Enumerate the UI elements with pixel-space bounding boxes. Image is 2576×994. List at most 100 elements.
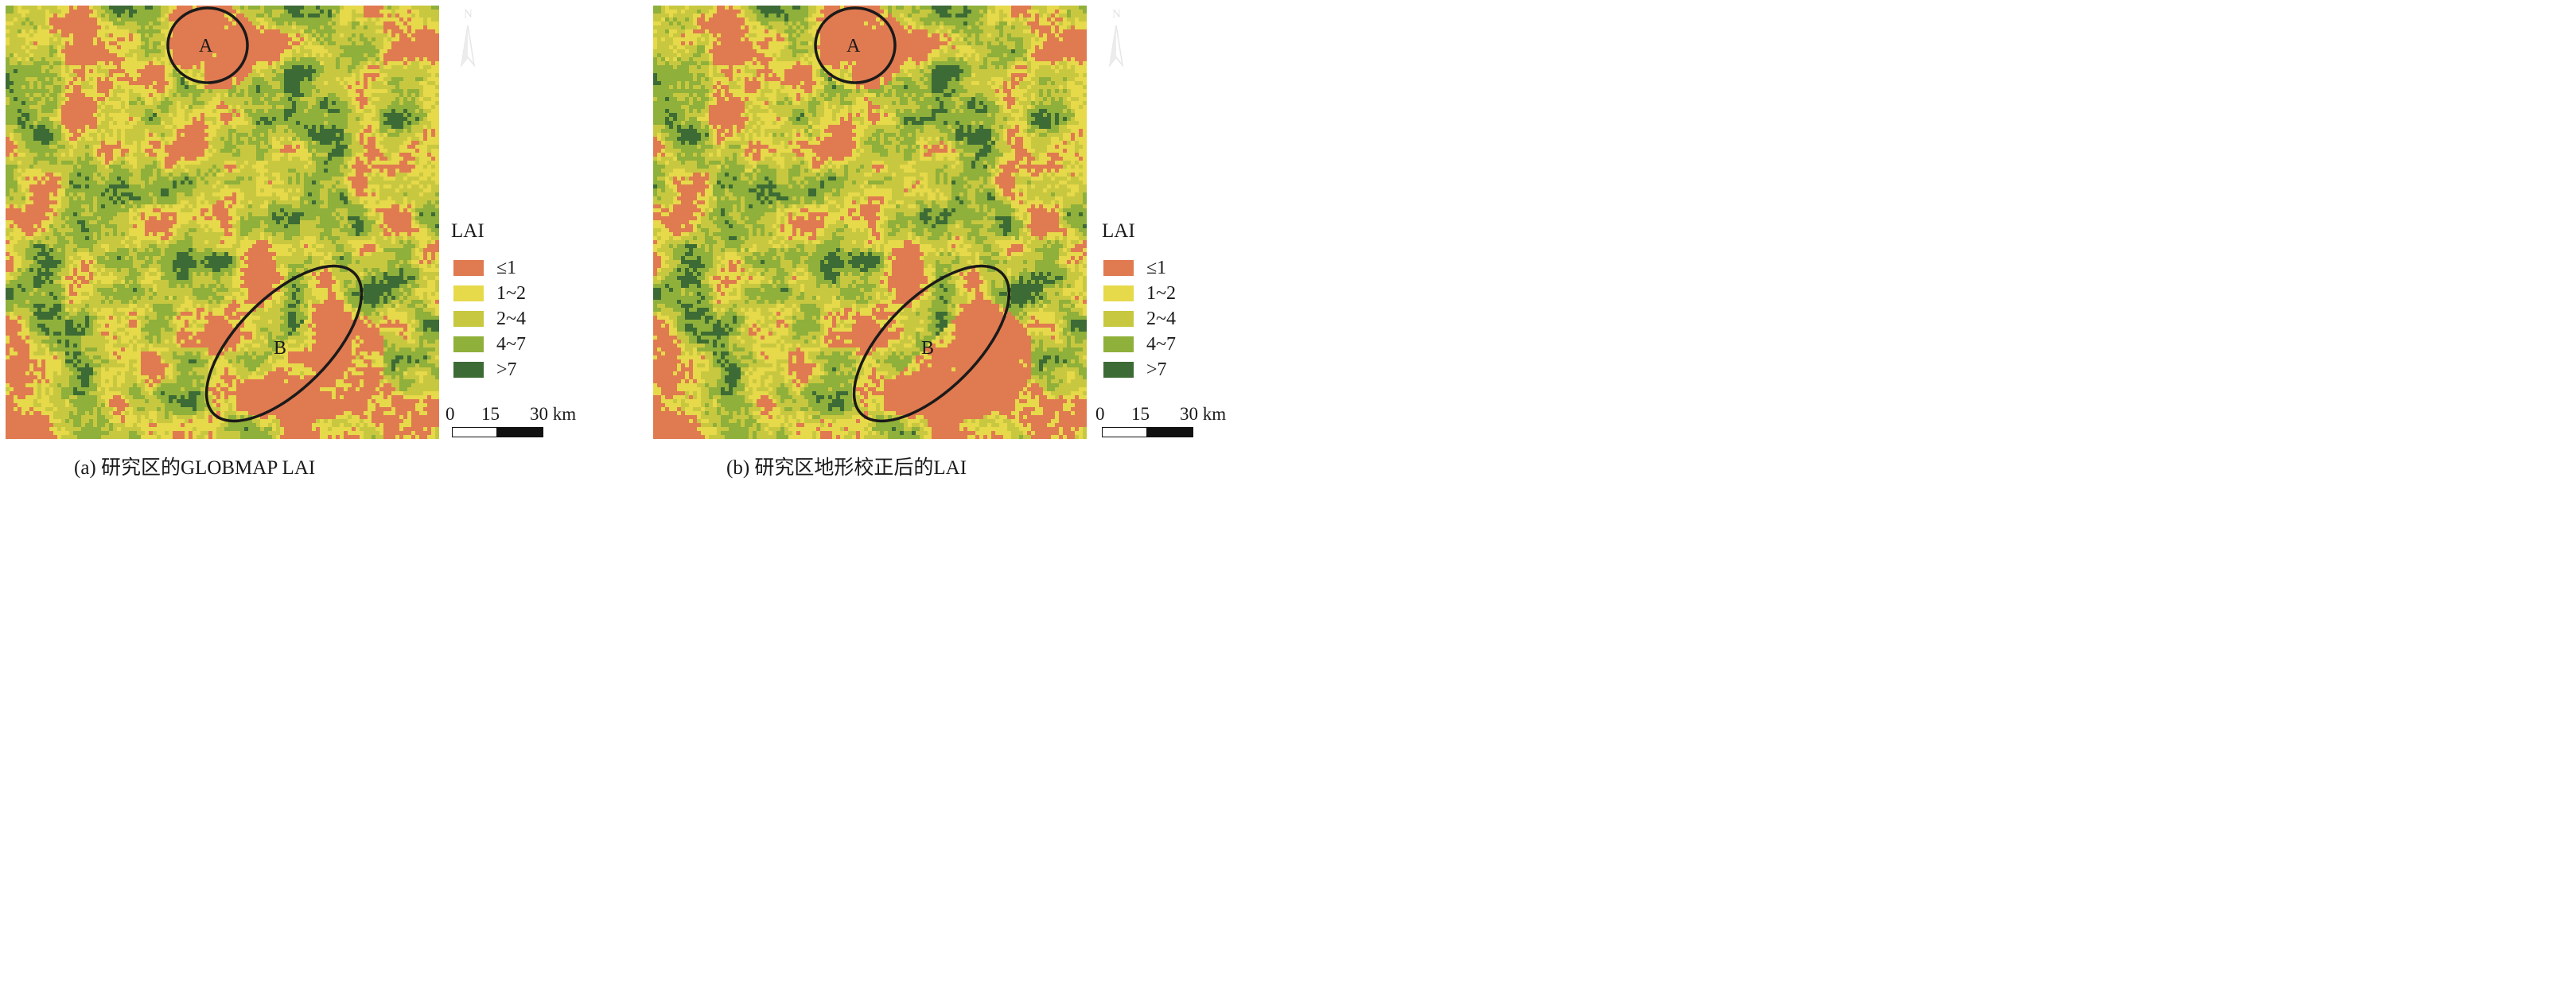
raster-cell <box>204 161 208 165</box>
raster-cell <box>360 125 364 129</box>
raster-cell <box>272 161 276 165</box>
raster-cell <box>376 29 379 33</box>
raster-cell <box>25 169 29 173</box>
raster-cell <box>244 181 248 184</box>
raster-cell <box>177 117 181 121</box>
raster-cell <box>73 169 77 173</box>
raster-cell <box>129 49 133 53</box>
raster-cell <box>336 29 340 33</box>
raster-cell <box>161 117 165 121</box>
raster-cell <box>18 161 21 165</box>
raster-cell <box>161 105 165 109</box>
raster-cell <box>133 93 137 97</box>
raster-cell <box>427 101 431 105</box>
raster-cell <box>6 153 10 157</box>
raster-cell <box>149 141 153 145</box>
raster-cell <box>360 77 364 81</box>
raster-cell <box>376 85 379 89</box>
raster-cell <box>403 69 407 73</box>
raster-cell <box>133 97 137 101</box>
raster-cell <box>224 37 228 41</box>
raster-cell <box>149 145 153 149</box>
raster-cell <box>145 65 149 69</box>
raster-cell <box>383 45 387 49</box>
raster-cell <box>141 85 145 89</box>
raster-cell <box>109 161 113 165</box>
raster-cell <box>204 181 208 184</box>
raster-cell <box>169 93 173 97</box>
raster-cell <box>248 137 252 141</box>
raster-cell <box>260 173 264 177</box>
raster-cell <box>427 121 431 125</box>
raster-cell <box>185 45 189 49</box>
raster-cell <box>93 97 97 101</box>
raster-cell <box>391 61 395 65</box>
raster-cell <box>280 21 284 25</box>
raster-cell <box>145 165 149 169</box>
raster-cell <box>212 85 216 89</box>
raster-cell <box>18 113 21 117</box>
raster-cell <box>411 181 415 184</box>
raster-cell <box>37 177 41 181</box>
raster-cell <box>177 153 181 157</box>
raster-cell <box>220 33 224 37</box>
raster-cell <box>252 169 256 173</box>
raster-cell <box>399 14 403 17</box>
raster-cell <box>33 17 37 21</box>
raster-cell <box>300 153 304 157</box>
raster-cell <box>109 145 113 149</box>
raster-cell <box>300 17 304 21</box>
raster-cell <box>387 73 391 77</box>
raster-cell <box>415 69 419 73</box>
raster-cell <box>77 10 81 14</box>
raster-cell <box>149 161 153 165</box>
raster-cell <box>268 6 272 10</box>
raster-cell <box>208 61 212 65</box>
raster-cell <box>232 85 236 89</box>
raster-cell <box>411 97 415 101</box>
raster-cell <box>387 173 391 177</box>
raster-cell <box>316 97 320 101</box>
raster-cell <box>220 81 224 85</box>
raster-cell <box>153 149 157 153</box>
raster-cell <box>14 121 18 125</box>
raster-cell <box>109 65 113 69</box>
raster-cell <box>391 181 395 184</box>
raster-cell <box>387 77 391 81</box>
raster-cell <box>340 141 344 145</box>
raster-cell <box>85 93 89 97</box>
raster-cell <box>427 173 431 177</box>
raster-cell <box>344 6 348 10</box>
raster-cell <box>153 61 157 65</box>
raster-cell <box>169 129 173 133</box>
raster-cell <box>89 105 93 109</box>
raster-cell <box>81 93 85 97</box>
raster-cell <box>157 165 161 169</box>
raster-cell <box>121 97 125 101</box>
raster-cell <box>18 14 21 17</box>
raster-cell <box>177 14 181 17</box>
raster-cell <box>10 137 14 141</box>
raster-cell <box>85 165 89 169</box>
raster-cell <box>356 141 360 145</box>
raster-cell <box>181 149 185 153</box>
raster-cell <box>284 129 288 133</box>
raster-cell <box>33 57 37 61</box>
raster-cell <box>204 93 208 97</box>
raster-cell <box>133 149 137 153</box>
raster-cell <box>204 61 208 65</box>
raster-cell <box>37 145 41 149</box>
raster-cell <box>197 29 200 33</box>
raster-cell <box>419 89 423 93</box>
raster-cell <box>236 97 240 101</box>
raster-cell <box>173 181 177 184</box>
raster-cell <box>383 89 387 93</box>
raster-cell <box>435 61 439 65</box>
raster-cell <box>312 97 316 101</box>
raster-cell <box>260 117 264 121</box>
raster-cell <box>324 14 328 17</box>
raster-cell <box>145 85 149 89</box>
raster-cell <box>37 109 41 113</box>
raster-cell <box>376 177 379 181</box>
raster-cell <box>49 77 53 81</box>
